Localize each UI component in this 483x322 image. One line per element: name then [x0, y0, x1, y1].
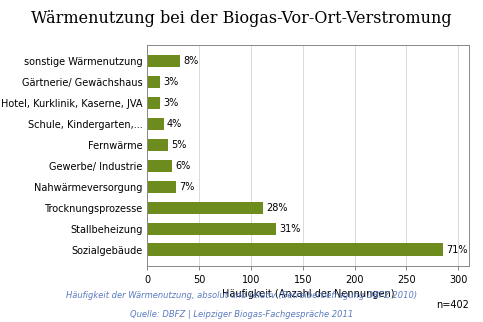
- Text: 31%: 31%: [279, 223, 300, 234]
- Text: n=402: n=402: [436, 300, 469, 310]
- Bar: [147, 76, 160, 88]
- Text: Quelle: DBFZ | Leipziger Biogas-Fachgespräche 2011: Quelle: DBFZ | Leipziger Biogas-Fachgesp…: [130, 310, 353, 319]
- Bar: [147, 223, 276, 235]
- Bar: [147, 202, 263, 214]
- Text: 4%: 4%: [167, 119, 182, 129]
- Bar: [147, 139, 168, 151]
- Bar: [147, 243, 442, 256]
- X-axis label: Häufigkeit (Anzahl der Nennungen): Häufigkeit (Anzahl der Nennungen): [222, 289, 394, 299]
- Bar: [147, 55, 181, 67]
- Text: 3%: 3%: [163, 98, 178, 108]
- Text: 7%: 7%: [180, 182, 195, 192]
- Bar: [147, 160, 172, 172]
- Bar: [147, 97, 160, 109]
- Text: 6%: 6%: [175, 161, 190, 171]
- Text: 28%: 28%: [267, 203, 288, 213]
- Text: 8%: 8%: [184, 56, 199, 66]
- Text: 3%: 3%: [163, 77, 178, 87]
- Text: Wärmenutzung bei der Biogas-Vor-Ort-Verstromung: Wärmenutzung bei der Biogas-Vor-Ort-Vers…: [31, 10, 452, 27]
- Text: 5%: 5%: [171, 140, 186, 150]
- Text: 71%: 71%: [446, 244, 467, 255]
- Bar: [147, 181, 176, 193]
- Text: Häufigkeit der Wärmenutzung, absolut und relativ (Betreiberbefragung DBFZ 2010): Häufigkeit der Wärmenutzung, absolut und…: [66, 291, 417, 300]
- Bar: [147, 118, 164, 130]
